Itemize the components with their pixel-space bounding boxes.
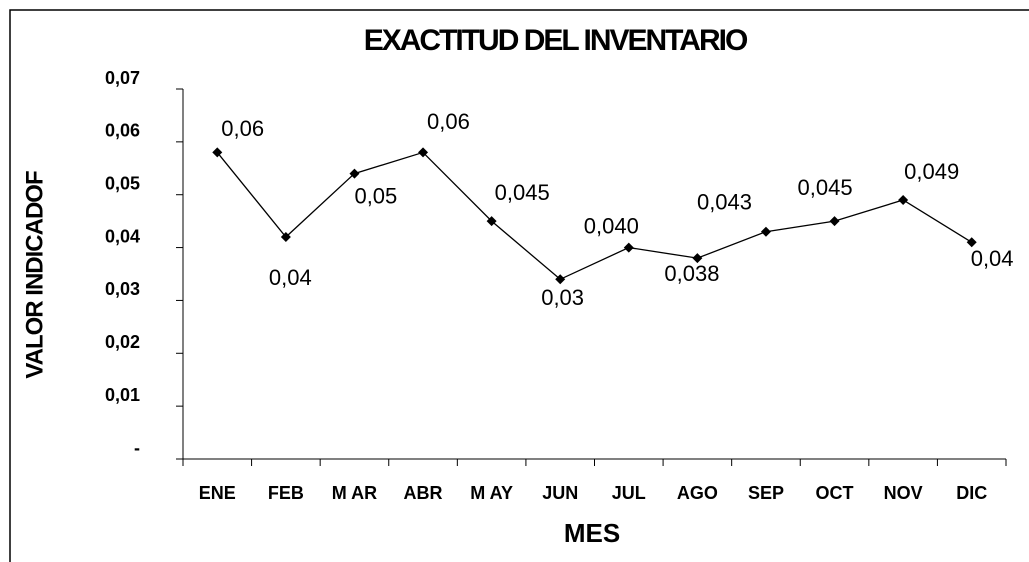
marker — [418, 147, 429, 158]
value-label: 0,06 — [221, 116, 264, 141]
y-tick-label: 0,03 — [105, 279, 140, 299]
y-tick-label: 0,05 — [105, 173, 140, 193]
value-label: 0,043 — [697, 190, 752, 215]
marker — [212, 147, 223, 158]
x-tick-label: M AY — [470, 483, 513, 503]
x-tick-label: NOV — [884, 483, 923, 503]
marker — [623, 242, 634, 253]
y-tick-label: 0,02 — [105, 332, 140, 352]
x-tick-label: JUN — [542, 483, 578, 503]
y-tick-label: - — [134, 438, 140, 458]
line — [216, 151, 973, 281]
x-tick-label: DIC — [956, 483, 987, 503]
value-label: 0,04 — [971, 246, 1014, 271]
marker — [486, 216, 497, 227]
x-tick-label: ENE — [199, 483, 236, 503]
y-tick-label: 0,01 — [105, 385, 140, 405]
y-tick-label: 0,07 — [105, 68, 140, 88]
y-axis-label: VALOR INDICADOF — [21, 171, 48, 379]
x-tick-label: ABR — [404, 483, 443, 503]
x-tick-label: SEP — [748, 483, 784, 503]
marker — [760, 226, 771, 237]
frame — [9, 9, 1029, 562]
marker — [898, 195, 909, 205]
x-tick-label: JUL — [612, 483, 646, 503]
value-label: 0,038 — [664, 261, 719, 286]
x-tick-label: M AR — [332, 483, 377, 503]
value-label: 0,03 — [541, 285, 584, 310]
y-tick-label: 0,04 — [105, 226, 140, 246]
chart-title: EXACTITUD DEL INVENTARIO — [364, 24, 748, 57]
marker — [280, 232, 291, 242]
value-label: 0,049 — [904, 159, 959, 184]
value-label: 0,045 — [495, 180, 550, 205]
value-label: 0,040 — [584, 213, 639, 238]
value-label: 0,05 — [354, 183, 397, 208]
y-tick-label: 0,06 — [105, 121, 140, 141]
marker — [966, 237, 977, 248]
marker — [829, 216, 840, 227]
x-tick-label: OCT — [816, 483, 854, 503]
marker — [555, 274, 566, 285]
value-label: 0,06 — [427, 109, 470, 134]
x-axis-label: MES — [564, 518, 620, 548]
marker — [349, 168, 360, 179]
marker — [692, 253, 703, 264]
value-label: 0,04 — [269, 265, 312, 290]
x-tick-label: FEB — [268, 483, 304, 503]
value-label: 0,045 — [798, 175, 853, 200]
x-tick-label: AGO — [677, 483, 718, 503]
